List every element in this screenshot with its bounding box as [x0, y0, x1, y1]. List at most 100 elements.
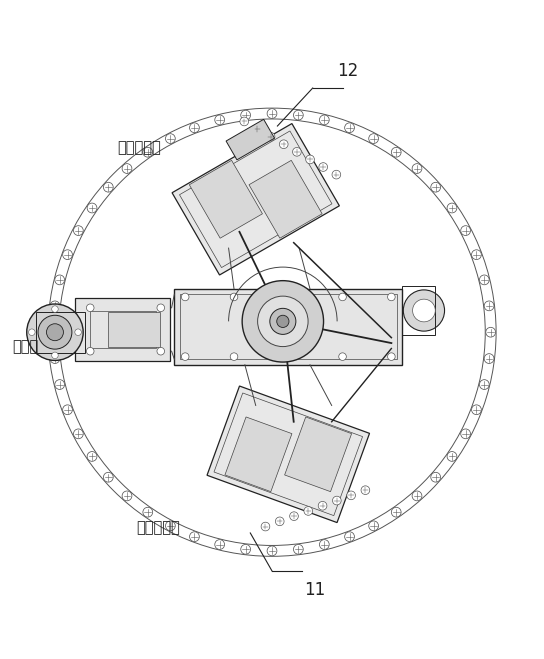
Circle shape: [75, 329, 82, 335]
Circle shape: [50, 301, 60, 311]
Polygon shape: [249, 160, 322, 238]
Circle shape: [267, 109, 277, 119]
Circle shape: [479, 275, 489, 285]
Circle shape: [412, 491, 422, 501]
Circle shape: [412, 299, 435, 322]
Circle shape: [86, 347, 94, 355]
Circle shape: [289, 512, 298, 521]
Circle shape: [38, 315, 72, 349]
Circle shape: [387, 353, 395, 360]
Circle shape: [461, 429, 471, 439]
Circle shape: [293, 110, 303, 120]
Circle shape: [241, 544, 251, 554]
Circle shape: [215, 540, 225, 550]
Circle shape: [73, 225, 83, 235]
Polygon shape: [189, 160, 262, 238]
Circle shape: [319, 163, 327, 171]
Text: 探头回收位: 探头回收位: [136, 520, 180, 535]
Circle shape: [266, 132, 275, 141]
Circle shape: [318, 501, 327, 510]
Circle shape: [293, 148, 301, 156]
Circle shape: [230, 293, 238, 301]
Circle shape: [280, 140, 288, 148]
Circle shape: [63, 405, 72, 415]
Polygon shape: [75, 299, 170, 360]
Circle shape: [472, 405, 481, 415]
Circle shape: [339, 293, 347, 301]
Circle shape: [275, 517, 284, 526]
Circle shape: [369, 134, 379, 144]
Circle shape: [165, 521, 175, 530]
Circle shape: [87, 203, 97, 213]
Circle shape: [270, 308, 296, 334]
Circle shape: [52, 352, 58, 358]
Circle shape: [332, 170, 341, 179]
Circle shape: [447, 203, 457, 213]
Circle shape: [387, 293, 395, 301]
Circle shape: [215, 115, 225, 125]
Polygon shape: [207, 386, 369, 523]
Circle shape: [242, 281, 324, 362]
Circle shape: [55, 380, 65, 389]
Circle shape: [277, 315, 289, 328]
Circle shape: [369, 521, 379, 530]
Polygon shape: [174, 289, 402, 365]
Circle shape: [157, 347, 165, 355]
Circle shape: [46, 324, 64, 341]
Circle shape: [391, 507, 401, 517]
Circle shape: [122, 163, 132, 173]
Circle shape: [181, 353, 189, 360]
Circle shape: [472, 250, 481, 260]
Circle shape: [484, 301, 494, 311]
Circle shape: [267, 546, 277, 556]
Circle shape: [258, 296, 308, 347]
Circle shape: [319, 115, 329, 125]
Circle shape: [293, 544, 303, 554]
Circle shape: [165, 134, 175, 144]
Circle shape: [253, 125, 262, 133]
Circle shape: [230, 353, 238, 360]
Circle shape: [391, 148, 401, 157]
Polygon shape: [172, 124, 339, 275]
Circle shape: [261, 522, 270, 531]
Circle shape: [181, 293, 189, 301]
Circle shape: [143, 148, 153, 157]
Circle shape: [345, 123, 355, 132]
Text: 12: 12: [337, 62, 358, 80]
Circle shape: [240, 117, 249, 126]
Circle shape: [306, 155, 314, 164]
Circle shape: [27, 304, 83, 360]
Circle shape: [29, 329, 35, 335]
Circle shape: [479, 380, 489, 389]
Circle shape: [484, 354, 494, 364]
Circle shape: [50, 354, 60, 364]
Circle shape: [431, 473, 441, 482]
Circle shape: [143, 507, 153, 517]
Circle shape: [86, 304, 94, 312]
Circle shape: [339, 353, 347, 360]
Circle shape: [431, 183, 441, 192]
Circle shape: [189, 532, 199, 542]
Circle shape: [48, 328, 58, 337]
Text: 待机位: 待机位: [12, 339, 38, 355]
Polygon shape: [225, 417, 292, 492]
Circle shape: [412, 163, 422, 173]
Circle shape: [73, 429, 83, 439]
Circle shape: [347, 491, 355, 500]
Circle shape: [52, 306, 58, 312]
Polygon shape: [285, 417, 351, 492]
Polygon shape: [108, 312, 160, 347]
Circle shape: [319, 540, 329, 550]
Circle shape: [87, 451, 97, 461]
Circle shape: [304, 507, 313, 515]
Circle shape: [189, 123, 199, 132]
Circle shape: [122, 491, 132, 501]
Circle shape: [461, 225, 471, 235]
Circle shape: [447, 451, 457, 461]
Circle shape: [157, 304, 165, 312]
Circle shape: [486, 328, 496, 337]
Circle shape: [332, 496, 341, 505]
Text: 11: 11: [305, 581, 326, 599]
Circle shape: [345, 532, 355, 542]
Circle shape: [55, 275, 65, 285]
